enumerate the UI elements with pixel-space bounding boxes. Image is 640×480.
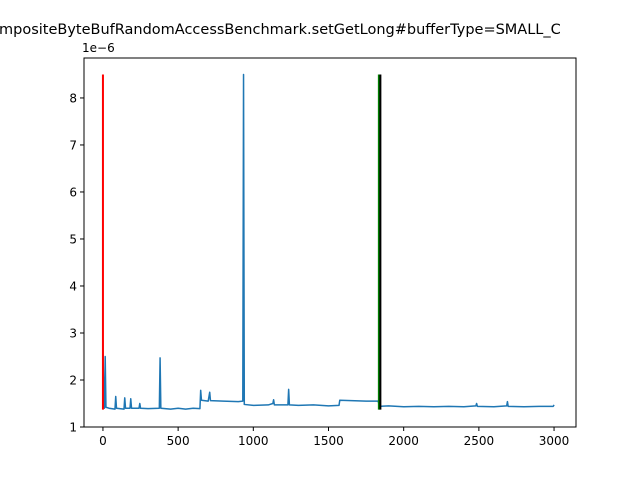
x-tick-label: 0: [99, 434, 107, 448]
y-tick-label: 7: [69, 138, 77, 152]
chart-title: mpositeByteBufRandomAccessBenchmark.setG…: [0, 22, 561, 38]
x-tick-label: 500: [167, 434, 190, 448]
y-offset-label: 1e−6: [82, 41, 115, 55]
x-tick-label: 2000: [388, 434, 419, 448]
y-tick-label: 4: [69, 279, 77, 293]
y-tick-label: 1: [69, 421, 77, 435]
y-tick-label: 2: [69, 373, 77, 387]
x-tick-label: 1500: [313, 434, 344, 448]
x-tick-label: 3000: [539, 434, 570, 448]
x-tick-label: 2500: [464, 434, 495, 448]
y-tick-label: 8: [69, 91, 77, 105]
x-tick-label: 1000: [238, 434, 269, 448]
y-tick-label: 3: [69, 326, 77, 340]
data-line: [102, 73, 555, 410]
axes-frame: [83, 57, 577, 428]
y-tick-label: 6: [69, 185, 77, 199]
y-tick-label: 5: [69, 232, 77, 246]
